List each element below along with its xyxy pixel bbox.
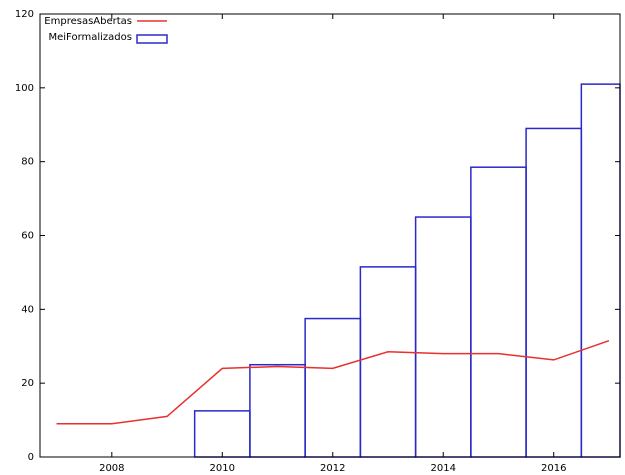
bar-2013 [359, 266, 417, 458]
y-tick-label-0: 0 [28, 452, 34, 463]
plot-frame [39, 13, 621, 458]
ticks-layer: 0 20 40 60 80 100 120 2008 2010 2012 2014 2016 [15, 9, 620, 474]
bar-2016 [525, 127, 583, 458]
bar-2010 [193, 410, 251, 458]
bar-2012 [304, 317, 362, 458]
y-tick-label-40: 40 [21, 304, 34, 315]
bars-layer [193, 83, 621, 458]
x-tick-label-2010: 2010 [210, 463, 235, 474]
y-tick-label-80: 80 [21, 157, 34, 168]
x-tick-label-2012: 2012 [320, 463, 345, 474]
y-tick-label-60: 60 [21, 231, 34, 242]
x-tick-label-2008: 2008 [99, 463, 124, 474]
bar-2014 [414, 216, 472, 458]
y-tick-label-100: 100 [15, 83, 34, 94]
bar-2015 [470, 166, 527, 458]
bar-2017 [580, 83, 621, 458]
legend-label-empresas-abertas: EmpresasAbertas [44, 16, 132, 27]
legend-label-mei-formalizados: MeiFormalizados [49, 32, 133, 43]
legend: EmpresasAbertas MeiFormalizados [44, 16, 168, 44]
x-tick-label-2016: 2016 [541, 463, 566, 474]
bar-2011 [249, 363, 306, 458]
y-tick-label-20: 20 [21, 378, 34, 389]
line-layer [56, 340, 610, 425]
legend-swatch-mei-formalizados [136, 34, 168, 44]
x-tick-label-2014: 2014 [431, 463, 456, 474]
y-tick-label-120: 120 [15, 9, 34, 20]
